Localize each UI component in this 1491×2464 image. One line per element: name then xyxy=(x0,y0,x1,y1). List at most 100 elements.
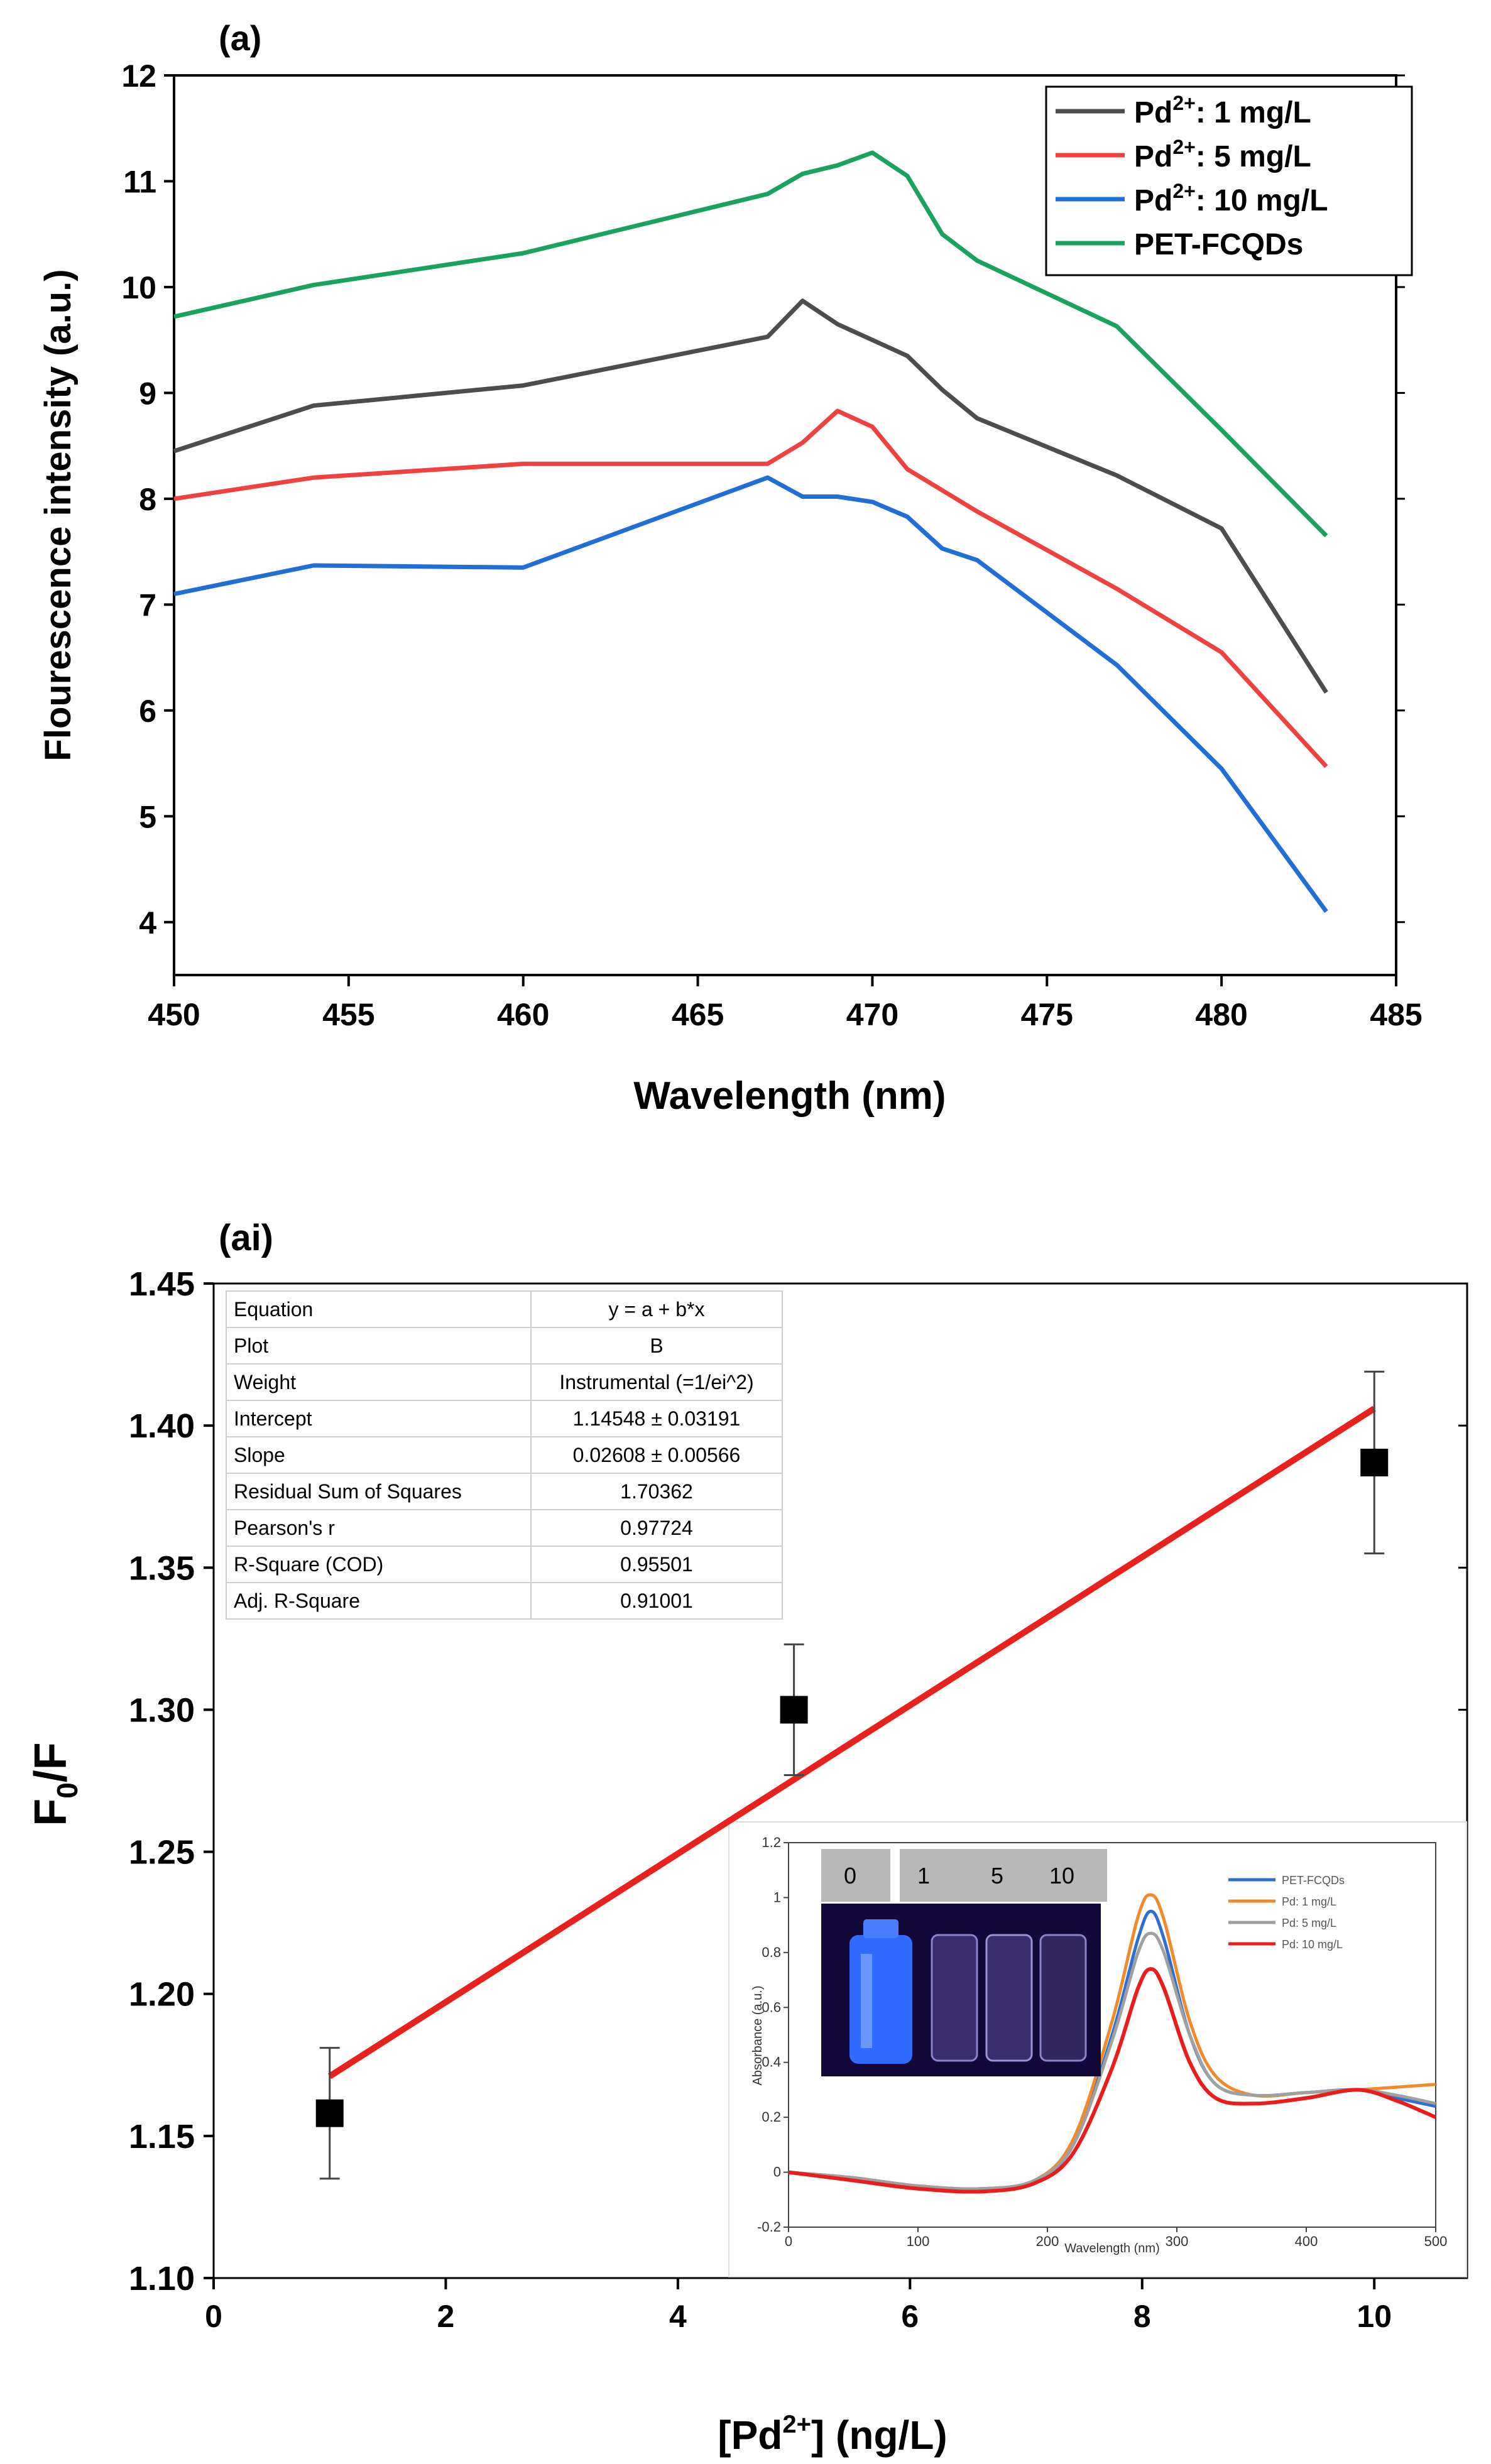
legend-label-superscript: 2+ xyxy=(1172,136,1195,158)
vial-10 xyxy=(1039,1934,1087,2062)
inset-y-ticks: -0.2 0 0.2 0.4 0.6 0.8 1 1.2 xyxy=(757,1834,789,2235)
inset-series-line-2 xyxy=(788,1931,1436,2191)
fit-table-key: Residual Sum of Squares xyxy=(234,1480,462,1503)
data-point-1 xyxy=(780,1696,808,1724)
panel-a-y-tick-label: 10 xyxy=(121,270,156,305)
panel-ai-plot-frame xyxy=(212,1282,1468,2279)
panel-a-x-tick-label: 455 xyxy=(322,997,374,1032)
inset-x-tick-label: 100 xyxy=(907,2233,930,2249)
inset-legend-label-3: Pd: 10 mg/L xyxy=(1282,1938,1343,1951)
legend-label-suffix: : 1 mg/L xyxy=(1196,96,1311,129)
panel-a-y-tick-label: 4 xyxy=(139,905,156,940)
panel-ai-y-tick-label: 1.15 xyxy=(129,2118,195,2156)
linear-fit-line xyxy=(328,1405,1376,2080)
absorbance-inset: -0.200.20.40.60.811.2 0 100 200 300 400 500 P… xyxy=(728,1821,1467,2277)
data-point-2 xyxy=(1360,1448,1389,1476)
inset-legend-label-0: PET-FCQDs xyxy=(1282,1874,1345,1887)
panel-a-y-axis-label: Flourescence intensity (a.u.) xyxy=(38,269,79,761)
panel-ai-y-tick-label: 1.20 xyxy=(129,1976,195,2014)
panel-ai-x-tick-label: 6 xyxy=(901,2299,919,2334)
legend-label-superscript: 2+ xyxy=(1172,180,1195,202)
panel-a-x-axis-label: Wavelength (nm) xyxy=(633,1074,946,1118)
photo-label-5: 5 xyxy=(991,1863,1003,1889)
panel-a-legend-label-3: PET-FCQDs xyxy=(1134,228,1303,261)
fit-table-value: 1.70362 xyxy=(620,1480,693,1503)
panel-a-series-line-3 xyxy=(173,150,1328,538)
panel-a-series-line-0 xyxy=(173,298,1328,694)
panel-ai-x-axis-label: [Pd2+] (ng/L) xyxy=(718,2411,947,2458)
panel-ai-x-tick-label: 8 xyxy=(1133,2299,1151,2334)
fit-table-row xyxy=(226,1327,783,1365)
panel-ai-x-axis-label-superscript: 2+ xyxy=(782,2411,811,2438)
panel-ai-x-tick-label: 0 xyxy=(205,2299,222,2334)
panel-a-y-ticks: 4 5 6 7 8 9 10 11 12 xyxy=(121,58,1405,940)
panel-ai-y-tick-label: 1.25 xyxy=(129,1834,195,1872)
inset-y-tick-label: 0.8 xyxy=(762,1944,781,1960)
panel-a-x-ticks: 450 455 460 465 470 475 480 485 xyxy=(148,975,1423,1032)
inset-x-tick-label: 500 xyxy=(1424,2233,1448,2249)
panel-a-series xyxy=(173,150,1328,913)
inset-y-axis-label: Absorbance (a.u.) xyxy=(751,1986,765,2086)
panel-ai-x-axis-label-prefix: [Pd xyxy=(718,2412,782,2458)
panel-a-y-tick-label: 8 xyxy=(139,482,156,517)
panel-ai-y-axis-label-rest: /F xyxy=(26,1742,76,1782)
fit-table-row xyxy=(226,1436,783,1474)
legend-label-name: Pd xyxy=(1134,184,1172,217)
fit-table-key: Adj. R-Square xyxy=(234,1589,360,1612)
fit-results-table: Equation y = a + b*x Plot B Weight Instrument… xyxy=(226,1290,783,1620)
inset-series xyxy=(788,1893,1437,2194)
panel-a-plot-frame xyxy=(173,74,1397,976)
fit-table-key: Equation xyxy=(234,1298,313,1321)
fit-table-value: B xyxy=(650,1334,663,1357)
panel-ai-x-axis-label-suffix: ] (ng/L) xyxy=(811,2412,948,2458)
panel-ai-x-ticks: 0 2 4 6 8 10 xyxy=(205,2278,1392,2334)
legend-label-name: Pd xyxy=(1134,96,1172,129)
inset-x-tick-label: 200 xyxy=(1036,2233,1059,2249)
inset-y-tick-label: 1.2 xyxy=(762,1834,781,1850)
panel-ai-x-tick-label: 4 xyxy=(669,2299,687,2334)
inset-y-tick-label: 0 xyxy=(773,2164,781,2180)
fit-table-row xyxy=(226,1363,783,1401)
photo-label-10: 10 xyxy=(1049,1863,1074,1889)
panel-ai-x-tick-label: 10 xyxy=(1357,2299,1392,2334)
fit-table-value: y = a + b*x xyxy=(609,1298,705,1321)
panel-a-x-tick-label: 480 xyxy=(1195,997,1247,1032)
inset-legend-label-1: Pd: 1 mg/L xyxy=(1282,1895,1336,1908)
vial-5 xyxy=(985,1934,1033,2062)
fit-table-key: Slope xyxy=(234,1444,285,1466)
fit-table-row xyxy=(226,1400,783,1437)
data-point-0 xyxy=(315,2099,344,2127)
fit-table-row xyxy=(226,1473,783,1510)
legend-label-name: PET-FCQDs xyxy=(1134,228,1303,261)
panel-a-series-line-1 xyxy=(173,408,1328,768)
panel-a-legend-label-2: Pd2+: 10 mg/L xyxy=(1134,180,1328,217)
legend-label-superscript: 2+ xyxy=(1172,92,1195,114)
vial-0-glow xyxy=(849,1935,912,2064)
vial-0-cap xyxy=(863,1919,898,1938)
inset-x-tick-label: 400 xyxy=(1295,2233,1318,2249)
fit-table-value: Instrumental (=1/ei^2) xyxy=(559,1371,753,1393)
inset-x-tick-label: 300 xyxy=(1166,2233,1189,2249)
inset-x-tick-label: 0 xyxy=(785,2233,792,2249)
legend-label-suffix: : 5 mg/L xyxy=(1196,140,1311,173)
vial-photo: 0 1 5 10 xyxy=(821,1849,1107,2076)
inset-legend: PET-FCQDs Pd: 1 mg/L Pd: 5 mg/L Pd: 10 mg/L xyxy=(1228,1874,1345,1951)
legend-label-suffix: : 10 mg/L xyxy=(1196,184,1328,217)
panel-ai-y-axis-label-subscript: 0 xyxy=(51,1782,84,1799)
inset-y-tick-label: -0.2 xyxy=(757,2219,781,2235)
fit-table-value: 0.95501 xyxy=(620,1553,693,1576)
panel-a-y-tick-label: 5 xyxy=(139,799,156,834)
panel-ai-y-axis-label-f: F xyxy=(26,1799,76,1826)
panel-a-y-tick-label: 12 xyxy=(121,58,156,94)
photo-label-bar-right xyxy=(900,1849,1107,1902)
panel-ai-y-ticks: 1.101.151.201.251.301.351.401.45 xyxy=(129,1265,1467,2298)
panel-a-y-tick-label: 11 xyxy=(123,164,156,199)
panel-ai-label: (ai) xyxy=(219,1218,273,1258)
panel-a-legend-label-1: Pd2+: 5 mg/L xyxy=(1134,136,1311,173)
panel-a-x-tick-label: 460 xyxy=(497,997,549,1032)
inset-x-ticks: 0 100 200 300 400 500 xyxy=(785,2227,1447,2249)
panel-ai-y-tick-label: 1.40 xyxy=(129,1407,195,1445)
